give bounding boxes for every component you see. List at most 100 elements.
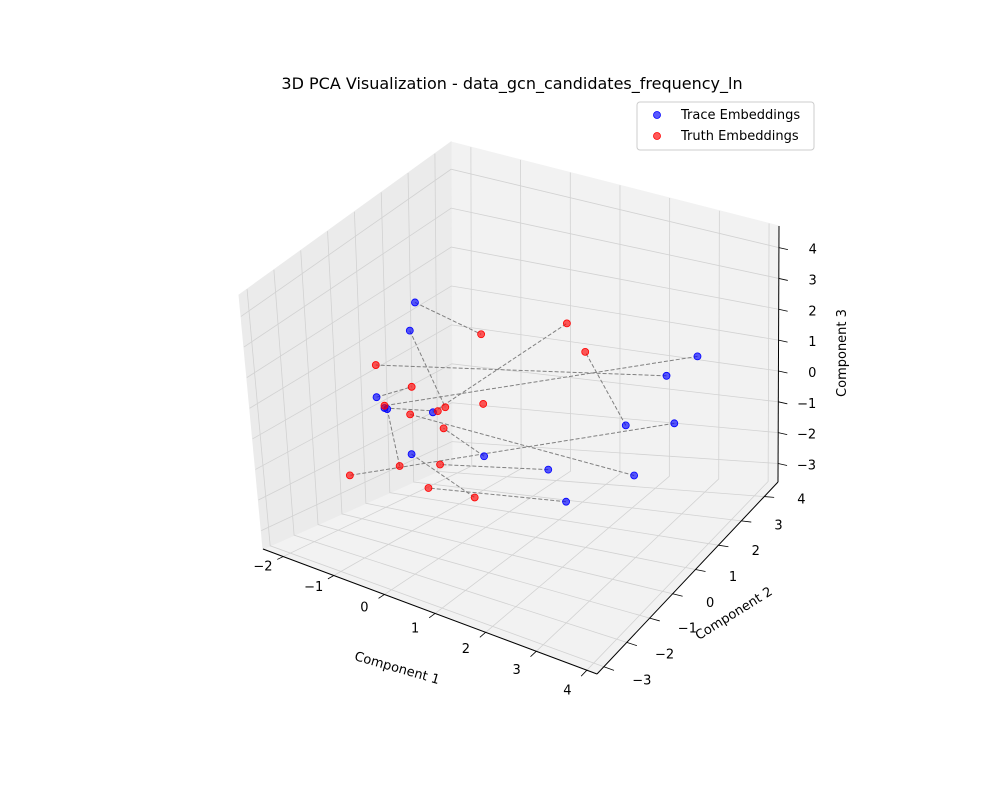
z-tick-mark: [777, 463, 788, 466]
x-tick-label: −1: [304, 580, 323, 595]
trace-point: [670, 419, 679, 428]
x-tick-mark: [479, 632, 486, 638]
x-gridline: [434, 185, 621, 614]
truth-point: [477, 330, 486, 339]
connector-line: [428, 487, 567, 503]
truth-point: [436, 460, 444, 469]
x-tick-mark: [327, 575, 335, 580]
truth-point: [395, 462, 404, 470]
x-gridline: [586, 223, 770, 671]
y-gridline: [327, 231, 673, 595]
legend-frame: [636, 101, 815, 151]
x-gridline: [485, 197, 671, 633]
trace-point: [621, 421, 630, 430]
truth-point: [581, 348, 590, 356]
y-gridline: [434, 153, 765, 497]
truth-point: [371, 361, 380, 369]
x-axis-line: [262, 548, 598, 675]
x-tick-mark: [428, 613, 436, 619]
connector-line: [443, 427, 485, 457]
truth-point: [562, 319, 571, 328]
y-tick-label: 4: [797, 492, 805, 507]
axis-grid: [240, 147, 780, 671]
connector-line: [384, 355, 698, 407]
x-tick-mark: [530, 650, 537, 658]
z-tick-mark: [778, 339, 788, 343]
connector-line: [432, 322, 568, 413]
trace-point: [544, 465, 553, 474]
x-gridline: [535, 210, 720, 652]
y-gridline: [380, 192, 719, 546]
axis-panes: [238, 141, 780, 675]
z-tick-label: 3: [809, 273, 817, 288]
y-tick-mark: [741, 520, 752, 523]
x-tick-label: 1: [411, 621, 419, 636]
truth-point: [380, 401, 389, 410]
z-tick-mark: [778, 278, 788, 281]
connector-line: [375, 364, 667, 377]
y-tick-label: 0: [706, 596, 714, 611]
y-gridline: [407, 172, 742, 522]
y-gridline: [300, 250, 650, 619]
z-tick-label: 2: [808, 304, 816, 319]
legend-marker-trace: [653, 111, 661, 119]
y-tick-label: 3: [774, 518, 782, 533]
x-tick-mark: [277, 556, 284, 560]
z-tick-mark: [778, 308, 788, 312]
z-tick-label: 0: [808, 366, 816, 381]
connector-line: [349, 422, 675, 476]
y-tick-mark: [626, 642, 637, 647]
connector-line: [584, 351, 627, 426]
truth-point: [470, 493, 479, 502]
z-tick-mark: [778, 370, 788, 374]
y-tick-label: −1: [678, 622, 697, 637]
connector-line: [440, 464, 549, 471]
truth-point: [439, 424, 448, 433]
truth-point: [479, 400, 488, 408]
x-tick-label: 0: [360, 601, 368, 616]
y-tick-mark: [764, 496, 775, 498]
x-tick-label: 4: [563, 684, 571, 699]
y-gridline: [246, 289, 605, 668]
truth-point: [424, 484, 433, 492]
connector-line: [376, 386, 412, 398]
x-tick-mark: [378, 594, 385, 599]
legend-marker-truth: [653, 132, 661, 140]
z-tick-label: −3: [797, 458, 816, 473]
trace-point: [480, 452, 488, 461]
y-tick-mark: [603, 666, 615, 671]
y-gridline: [273, 269, 627, 643]
y-gridline: [353, 211, 696, 570]
z-gridline: [240, 168, 780, 317]
connector-lines: [349, 302, 698, 503]
z-gridline: [249, 285, 779, 409]
connector-line: [414, 302, 482, 335]
y-tick-mark: [672, 593, 683, 597]
connector-line: [384, 407, 438, 412]
y-tick-label: −3: [632, 673, 651, 688]
connector-line: [411, 453, 475, 498]
legend-label-trace: Trace Embeddings: [680, 108, 800, 123]
data-points: [345, 298, 702, 506]
x-tick-label: 3: [513, 663, 521, 678]
trace-point: [411, 298, 419, 307]
connector-line: [410, 413, 635, 476]
x-tick-label: −2: [253, 559, 272, 574]
z-tick-mark: [778, 247, 789, 250]
trace-point: [372, 393, 381, 402]
z-gridline: [258, 402, 779, 501]
trace-point: [405, 326, 414, 335]
y-tick-label: −2: [655, 648, 674, 663]
z-tick-label: −2: [797, 428, 816, 443]
truth-point: [407, 382, 416, 391]
z-gridline: [261, 441, 779, 532]
z-axis-line: [777, 225, 780, 483]
y-axis-line: [596, 481, 779, 675]
z-tick-mark: [778, 432, 788, 436]
y-tick-label: 2: [752, 544, 760, 559]
connector-line: [386, 408, 401, 467]
truth-point: [441, 403, 450, 412]
y-tick-mark: [695, 569, 706, 572]
truth-point: [345, 471, 354, 480]
